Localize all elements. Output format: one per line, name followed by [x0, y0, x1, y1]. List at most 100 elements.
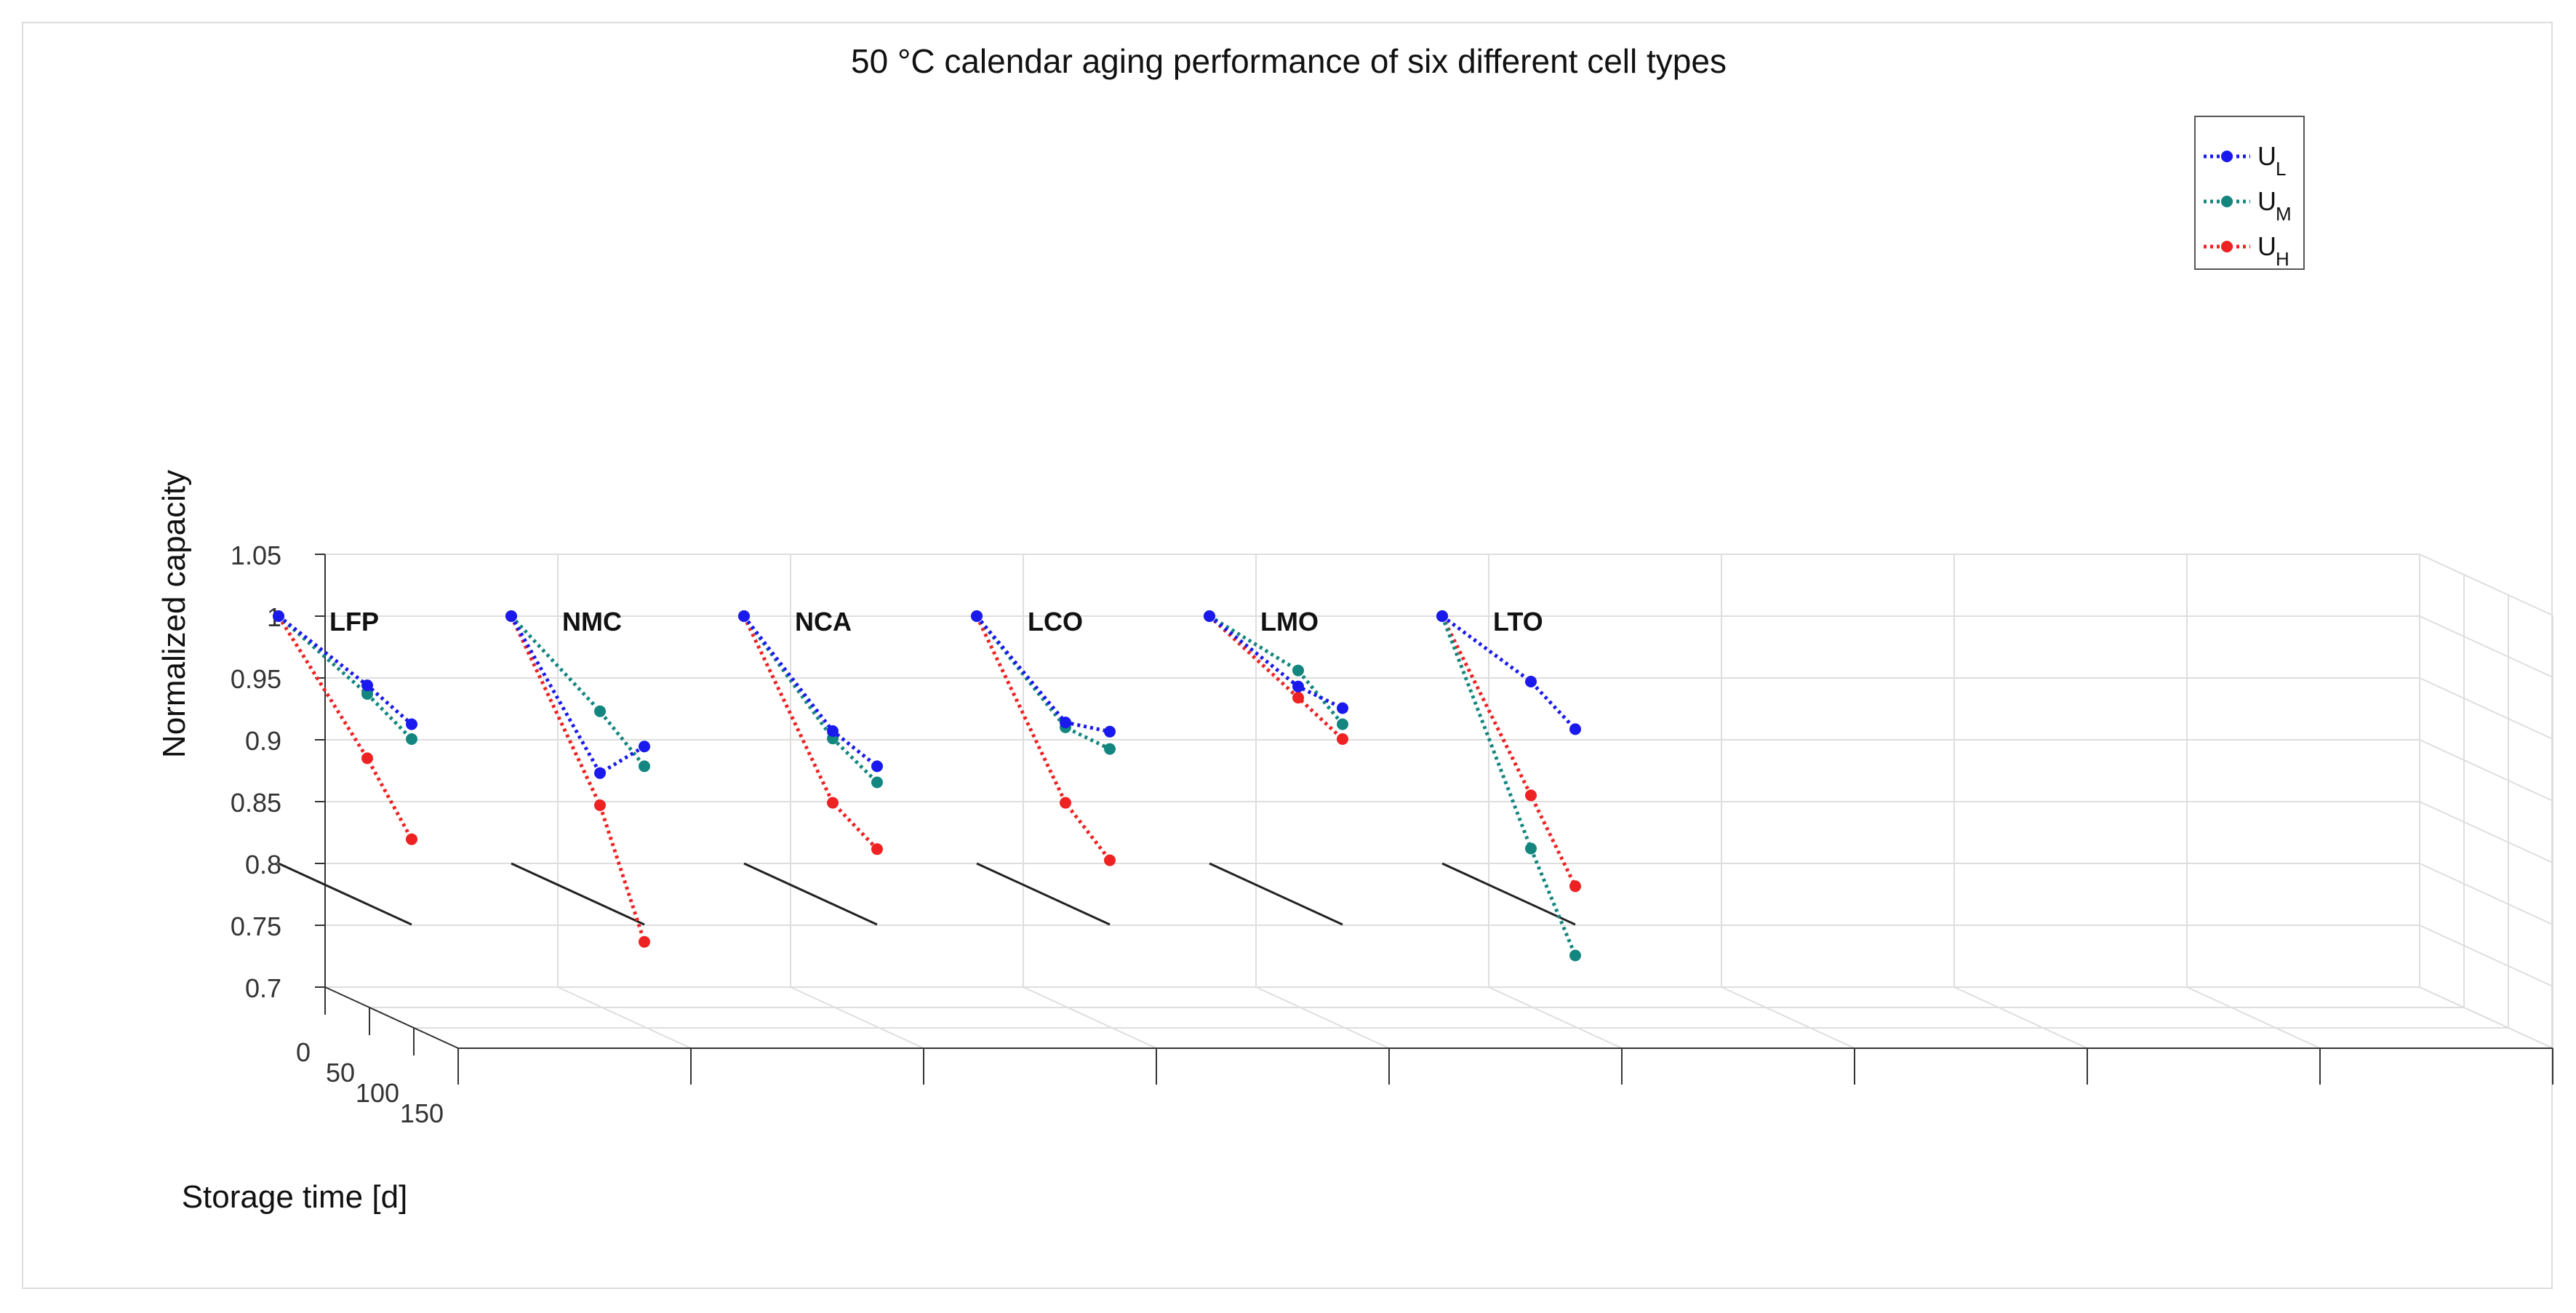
series-line-uh	[742, 615, 879, 851]
floor-gridline	[557, 986, 692, 1049]
data-point-ul	[827, 725, 839, 737]
floor-gridline	[2419, 986, 2553, 1049]
data-point-ul	[1104, 725, 1116, 738]
data-point-ul	[1525, 676, 1537, 687]
data-point-ul	[1436, 610, 1448, 622]
data-point-ul	[273, 610, 284, 622]
y-tick-label: 0.7	[245, 973, 281, 1003]
data-point-um	[406, 733, 417, 745]
series-line-um	[742, 615, 879, 784]
side-wall-gridline	[2419, 554, 2553, 616]
baseline-line	[1209, 862, 1343, 926]
baseline-line	[976, 862, 1111, 926]
cell-label: LMO	[1260, 607, 1319, 636]
cell-label: NMC	[562, 607, 622, 636]
data-point-um	[594, 705, 606, 717]
data-point-ul	[361, 679, 373, 692]
y-tick-label: 0.75	[231, 911, 281, 941]
side-wall-gridline	[2419, 925, 2553, 987]
data-point-uh	[871, 843, 883, 855]
data-point-um	[639, 760, 650, 773]
series-line-ul	[509, 615, 646, 776]
cell-label: LTO	[1493, 607, 1543, 636]
data-point-um	[1525, 842, 1537, 855]
data-point-um	[871, 776, 883, 789]
side-wall-gridline	[2419, 739, 2553, 802]
series-line-ul	[743, 615, 879, 768]
floor-gridline	[1721, 986, 1855, 1049]
data-point-uh	[594, 799, 606, 811]
data-point-ul	[1060, 717, 1071, 729]
baseline-line	[278, 862, 412, 926]
cell-label: NCA	[795, 607, 852, 636]
y-tick-label: 0.85	[231, 788, 281, 818]
depth-axis-line	[324, 986, 459, 1049]
x-tick-label: 150	[400, 1098, 444, 1128]
data-point-uh	[1337, 733, 1348, 745]
data-point-ul	[594, 767, 606, 779]
data-point-uh	[406, 833, 417, 845]
x-axis-label: Storage time [d]	[182, 1179, 408, 1215]
series-line-um	[1440, 615, 1577, 957]
floor-gridline	[1255, 986, 1390, 1049]
series-line-uh	[975, 615, 1111, 862]
data-point-um	[1337, 718, 1348, 730]
data-point-um	[361, 688, 373, 700]
data-point-ul	[1569, 723, 1581, 735]
x-tick-label: 100	[356, 1078, 399, 1108]
baseline-line	[743, 862, 878, 926]
legend-marker-uh	[2221, 241, 2233, 252]
floor-gridline	[790, 986, 924, 1049]
data-point-uh	[361, 752, 373, 765]
legend-label: U	[2257, 231, 2276, 261]
series-line-um	[510, 615, 646, 767]
floor-gridline	[1023, 986, 1157, 1049]
series-layer: LFP NMC NCA LCO LMO LTO	[273, 607, 1581, 962]
x-tick-label: 50	[326, 1058, 355, 1087]
legend-marker-ul	[2221, 151, 2233, 162]
y-tick-label: 0.8	[245, 850, 281, 879]
y-tick-label: 0.9	[245, 726, 281, 756]
cell-group-lto: LTO	[1436, 607, 1581, 962]
data-point-ul	[1204, 610, 1215, 622]
cell-group-lfp: LFP	[273, 607, 417, 926]
data-point-um	[1569, 949, 1581, 962]
legend-label-subscript: M	[2276, 203, 2292, 225]
legend-box	[2194, 116, 2305, 270]
data-point-ul	[639, 741, 650, 753]
data-point-um	[1104, 743, 1116, 755]
data-point-um	[1292, 664, 1304, 677]
floor-gridline	[1953, 986, 2088, 1049]
data-point-ul	[1337, 702, 1348, 714]
baseline-line	[1441, 862, 1576, 926]
legend-label-subscript: L	[2276, 158, 2286, 180]
y-tick-label: 0.95	[231, 664, 281, 694]
data-point-uh	[1060, 797, 1071, 809]
cell-group-nmc: NMC	[505, 607, 650, 948]
data-point-ul	[738, 610, 750, 622]
data-point-uh	[1292, 692, 1304, 704]
legend: U LU MU H	[2194, 116, 2305, 270]
series-line-um	[1208, 614, 1344, 726]
side-wall-gridline	[2419, 677, 2553, 740]
cell-group-nca: NCA	[738, 607, 883, 926]
legend-label-subscript: H	[2276, 248, 2289, 270]
baseline-line	[511, 862, 645, 926]
y-axis-label: Normalized capacity	[156, 470, 192, 758]
data-point-uh	[1569, 880, 1581, 893]
cell-label: LCO	[1028, 607, 1083, 636]
data-point-uh	[639, 935, 650, 948]
data-point-ul	[406, 718, 417, 730]
side-wall-gridline	[2419, 801, 2553, 863]
data-point-ul	[871, 760, 883, 773]
side-wall-gridline	[2419, 615, 2553, 678]
cell-label: LFP	[329, 607, 379, 636]
legend-label: U	[2257, 186, 2276, 216]
x-tick-label: 0	[296, 1037, 311, 1067]
data-point-ul	[971, 610, 983, 622]
data-point-uh	[1525, 789, 1537, 802]
series-line-uh	[1440, 615, 1577, 887]
